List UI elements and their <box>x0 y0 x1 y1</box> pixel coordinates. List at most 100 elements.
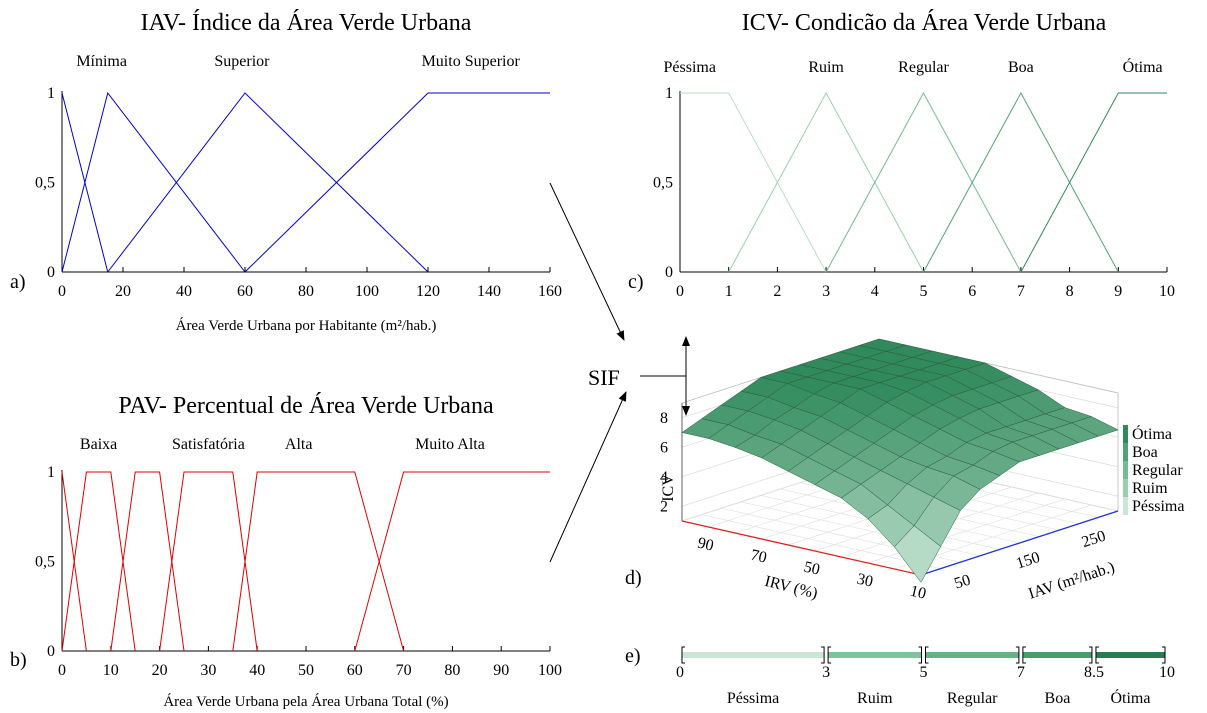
legend-label: Péssima <box>1132 498 1184 515</box>
arrow-from-iav <box>550 183 624 340</box>
y-tick-label: 0 <box>47 643 55 660</box>
iav-membership-chart: IAV- Índice da Área Verde Urbana a) Área… <box>10 10 562 334</box>
x-tick-label: 120 <box>416 283 440 300</box>
tick-label: 5 <box>920 664 928 681</box>
y-tick-label: 1 <box>47 464 55 481</box>
legend-label: Ótima <box>1132 424 1172 443</box>
x-tick-label: 20 <box>152 662 168 679</box>
membership-label: Muito Superior <box>422 53 521 70</box>
x-tick-label: 9 <box>1114 283 1122 300</box>
class-label: Boa <box>1045 690 1071 707</box>
x-tick-label: 10 <box>1159 283 1175 300</box>
x-tick-label: 0 <box>58 283 66 300</box>
icv-chart-title: ICV- Condicão da Área Verde Urbana <box>742 10 1107 36</box>
y-tick-label: 0,5 <box>653 175 673 192</box>
x-tick-label: 10 <box>908 583 927 603</box>
y-tick-label: 0 <box>47 264 55 281</box>
membership-line-1 <box>62 93 245 272</box>
y-tick-label: 150 <box>1014 549 1042 573</box>
x-tick-label: 30 <box>855 571 874 591</box>
panel-label-c: c) <box>628 271 644 293</box>
class-label: Ótima <box>1110 688 1150 707</box>
class-segment-0 <box>682 652 824 658</box>
y-tick-label: 0,5 <box>35 554 55 571</box>
legend-swatch <box>1123 443 1128 461</box>
x-tick-label: 0 <box>676 283 684 300</box>
x-tick-label: 5 <box>920 283 928 300</box>
legend-swatch <box>1123 479 1128 497</box>
pav-chart-title: PAV- Percentual de Área Verde Urbana <box>118 393 494 419</box>
x-tick-label: 160 <box>538 283 562 300</box>
x-tick-label: 1 <box>725 283 733 300</box>
x-tick-label: 6 <box>968 283 976 300</box>
x-tick-label: 90 <box>493 662 509 679</box>
class-label: Ruim <box>857 690 893 707</box>
x-tick-label: 80 <box>444 662 460 679</box>
icv-membership-chart: ICV- Condicão da Área Verde Urbana c) 0 1… <box>628 10 1175 300</box>
membership-line-2 <box>111 472 184 651</box>
membership-line-0 <box>680 93 826 272</box>
membership-label: Baixa <box>80 436 117 453</box>
membership-line-3 <box>160 472 258 651</box>
pav-membership-chart: PAV- Percentual de Área Verde Urbana b) … <box>10 393 562 710</box>
x-tick-label: 4 <box>871 283 879 300</box>
legend-label: Regular <box>1132 462 1183 479</box>
legend-swatch <box>1123 425 1128 443</box>
x-tick-label: 100 <box>355 283 379 300</box>
legend-swatch <box>1123 497 1128 515</box>
class-label: Péssima <box>727 690 779 707</box>
x-tick-label: 20 <box>115 283 131 300</box>
x-tick-label: 7 <box>1017 283 1025 300</box>
legend-swatch <box>1123 461 1128 479</box>
arrow-from-pav <box>550 392 626 562</box>
x-tick-label: 3 <box>822 283 830 300</box>
membership-line-5 <box>355 472 550 651</box>
x-tick-label: 70 <box>749 547 768 567</box>
panel-label-e: e) <box>625 645 641 667</box>
membership-line-3 <box>245 93 550 272</box>
x-tick-label: 60 <box>237 283 253 300</box>
x-tick-label: 10 <box>103 662 119 679</box>
x-tick-label: 40 <box>176 283 192 300</box>
sif-label: SIF <box>588 365 620 390</box>
x-tick-label: 0 <box>58 662 66 679</box>
x-tick-label: 60 <box>347 662 363 679</box>
membership-line-2 <box>826 93 1021 272</box>
membership-label: Muito Alta <box>415 436 485 453</box>
membership-line-1 <box>62 472 135 651</box>
x-tick-label: 100 <box>538 662 562 679</box>
membership-label: Mínima <box>76 53 127 70</box>
legend-label: Boa <box>1132 444 1158 461</box>
x-tick-label: 50 <box>298 662 314 679</box>
legend-label: Ruim <box>1132 480 1168 497</box>
x-tick-label: 30 <box>200 662 216 679</box>
iav-chart-title: IAV- Índice da Área Verde Urbana <box>141 10 472 36</box>
membership-label: Boa <box>1008 59 1034 76</box>
membership-label: Ótima <box>1123 57 1163 76</box>
membership-line-4 <box>233 472 404 651</box>
x-axis-label: IRV (%) <box>763 573 819 603</box>
x-tick-label: 90 <box>696 535 715 555</box>
class-segment-1 <box>828 652 921 658</box>
membership-line-4 <box>1021 93 1167 272</box>
y-tick-label: 0 <box>665 264 673 281</box>
membership-label: Superior <box>214 53 270 70</box>
z-axis-label: ICV <box>660 474 677 502</box>
membership-label: Péssima <box>664 59 716 76</box>
y-tick-label: 250 <box>1080 528 1108 552</box>
x-tick-label: 50 <box>802 559 821 579</box>
membership-line-3 <box>924 93 1119 272</box>
icv-classification-bar: e) Péssima Ruim Regular Boa Ótima 0 3 5 7 8.5 10 <box>625 645 1175 707</box>
tick-label: 8.5 <box>1084 664 1104 681</box>
panel-label-d: d) <box>625 567 642 589</box>
y-tick-label: 0,5 <box>35 175 55 192</box>
x-tick-label: 80 <box>298 283 314 300</box>
y-tick-label: 1 <box>665 85 673 102</box>
membership-label: Alta <box>285 436 313 453</box>
membership-label: Ruim <box>808 59 844 76</box>
panel-label-b: b) <box>10 649 27 671</box>
class-segment-3 <box>1023 652 1092 658</box>
